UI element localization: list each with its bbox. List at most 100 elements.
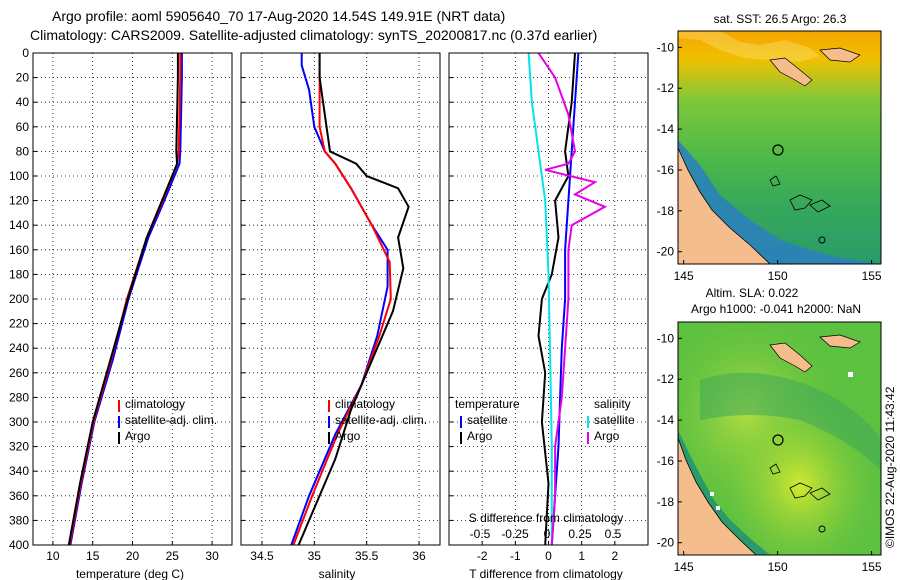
plot-frame: [448, 52, 649, 546]
x-tick-label: 1: [578, 549, 585, 563]
lat-tick-label: -20: [657, 536, 675, 550]
sla-low-band: [700, 372, 881, 470]
legend-temperature-title: temperature: [455, 397, 520, 411]
x-tick-label: 30: [205, 549, 219, 563]
sla-map-frame: [677, 321, 882, 556]
depth-tick-label: 240: [9, 341, 29, 355]
x-tick-label: 10: [46, 549, 60, 563]
lat-tick-label: -18: [657, 495, 675, 509]
sdiff-tick: 0.25: [568, 527, 592, 541]
lat-tick-label: -20: [657, 245, 675, 259]
sla-missing-cell: [716, 506, 720, 510]
series-line-climatology: [68, 53, 182, 546]
depth-tick-label: 60: [16, 120, 30, 134]
depth-tick-label: 0: [22, 46, 29, 60]
depth-tick-label: 320: [9, 440, 29, 454]
sdiff-tick: 0: [544, 527, 551, 541]
depth-tick-label: 280: [9, 390, 29, 404]
series-line-temperature-argo: [537, 52, 576, 546]
series-line-salinity-argo: [537, 52, 608, 546]
sst-argo-marker: [772, 144, 784, 156]
lon-tick-label: 155: [862, 560, 882, 574]
header-line-2: Climatology: CARS2009. Satellite-adjuste…: [30, 27, 597, 43]
imos-watermark: ©IMOS 22-Aug-2020 11:43:42: [883, 386, 897, 548]
lon-tick-label: 155: [862, 269, 882, 283]
sla-argo-marker: [772, 434, 784, 446]
legend-climatology: climatology: [125, 397, 185, 411]
sla-map: [677, 321, 882, 556]
x-tick-label: -2: [477, 549, 488, 563]
lon-tick-label: 145: [674, 560, 694, 574]
legend-argo: Argo: [125, 429, 151, 443]
x-tick-label: 25: [166, 549, 180, 563]
series-line-argo: [67, 53, 179, 546]
x-tick-label: 0: [545, 549, 552, 563]
lat-tick-label: -12: [657, 81, 675, 95]
lat-tick-label: -10: [657, 40, 675, 54]
series-line-argo: [297, 53, 410, 546]
x-tick-label: 36: [412, 549, 426, 563]
sst-island: [819, 47, 861, 63]
depth-tick-label: 300: [9, 415, 29, 429]
salinity-xlabel: salinity: [319, 567, 356, 580]
legend-t-satellite: satellite: [467, 413, 508, 427]
depth-tick-label: 360: [9, 489, 29, 503]
depth-tick-label: 20: [16, 71, 30, 85]
plot-frame: [240, 52, 441, 546]
x-tick-label: 35: [308, 549, 322, 563]
depth-tick-label: 80: [16, 144, 30, 158]
sst-small-marker: [818, 236, 826, 244]
lon-tick-label: 150: [768, 269, 788, 283]
lon-tick-label: 145: [674, 269, 694, 283]
x-tick-label: 20: [126, 549, 140, 563]
lat-tick-label: -10: [657, 331, 675, 345]
sst-map: [677, 30, 882, 265]
legend-t-argo: Argo: [467, 429, 493, 443]
plot-frame: [32, 52, 233, 546]
depth-tick-label: 140: [9, 218, 29, 232]
sst-reefs: [769, 175, 831, 213]
lat-tick-label: -12: [657, 372, 675, 386]
difference-legend: temperature satellite Argo salinity sate…: [455, 397, 635, 444]
depth-tick-label: 180: [9, 267, 29, 281]
sst-map-title: sat. SST: 26.5 Argo: 26.3: [714, 12, 847, 26]
sla-missing-cell: [710, 492, 714, 496]
sdiff-tick: 0.5: [605, 527, 622, 541]
depth-tick-label: 40: [16, 95, 30, 109]
x-tick-label: 2: [611, 549, 618, 563]
sla-map-ticks: 145 150 155 -10 -12 -14 -16 -18 -20: [657, 331, 882, 574]
sla-island: [769, 342, 813, 373]
legend-s-argo: Argo: [594, 429, 620, 443]
sla-island: [819, 334, 861, 349]
lat-tick-label: -16: [657, 454, 675, 468]
legend-s-satellite: satellite: [594, 413, 635, 427]
sla-reefs: [769, 463, 831, 501]
salinity-panel: 34.5 35 35.5 36: [240, 52, 441, 563]
sst-warm-band: [678, 31, 820, 62]
sla-map-title-2: Argo h1000: -0.041 h2000: NaN: [691, 302, 861, 316]
temperature-xlabel: temperature (deg C): [76, 567, 184, 580]
sst-map-frame: [677, 30, 882, 265]
x-tick-label: 35.5: [355, 549, 379, 563]
legend-argo: Argo: [335, 429, 361, 443]
sst-map-ticks: 145 150 155 -10 -12 -14 -16 -18 -20: [657, 40, 882, 283]
depth-tick-label: 200: [9, 292, 29, 306]
sdiff-top-label: S difference from climatology: [469, 511, 624, 525]
depth-axis-labels: 0 20 40 60 80 100 120 140 160 180 200 220 240 260 280 3…: [9, 46, 29, 552]
depth-tick-label: 220: [9, 317, 29, 331]
legend-salinity-title: salinity: [594, 397, 631, 411]
lon-tick-label: 150: [768, 560, 788, 574]
depth-tick-label: 260: [9, 366, 29, 380]
sdiff-tick: -0.25: [501, 527, 529, 541]
sla-missing-cell: [848, 372, 853, 377]
legend-satellite: satellite-adj. clim.: [335, 413, 427, 427]
depth-tick-label: 400: [9, 538, 29, 552]
lat-tick-label: -14: [657, 413, 675, 427]
header-line-1: Argo profile: aoml 5905640_70 17-Aug-202…: [52, 8, 505, 24]
depth-tick-label: 160: [9, 243, 29, 257]
x-tick-label: 15: [86, 549, 100, 563]
x-tick-label: 34.5: [250, 549, 274, 563]
tdiff-xlabel: T difference from climatology: [469, 567, 623, 580]
sdiff-ticklabels: -0.5 -0.25 0 0.25 0.5: [470, 527, 622, 541]
